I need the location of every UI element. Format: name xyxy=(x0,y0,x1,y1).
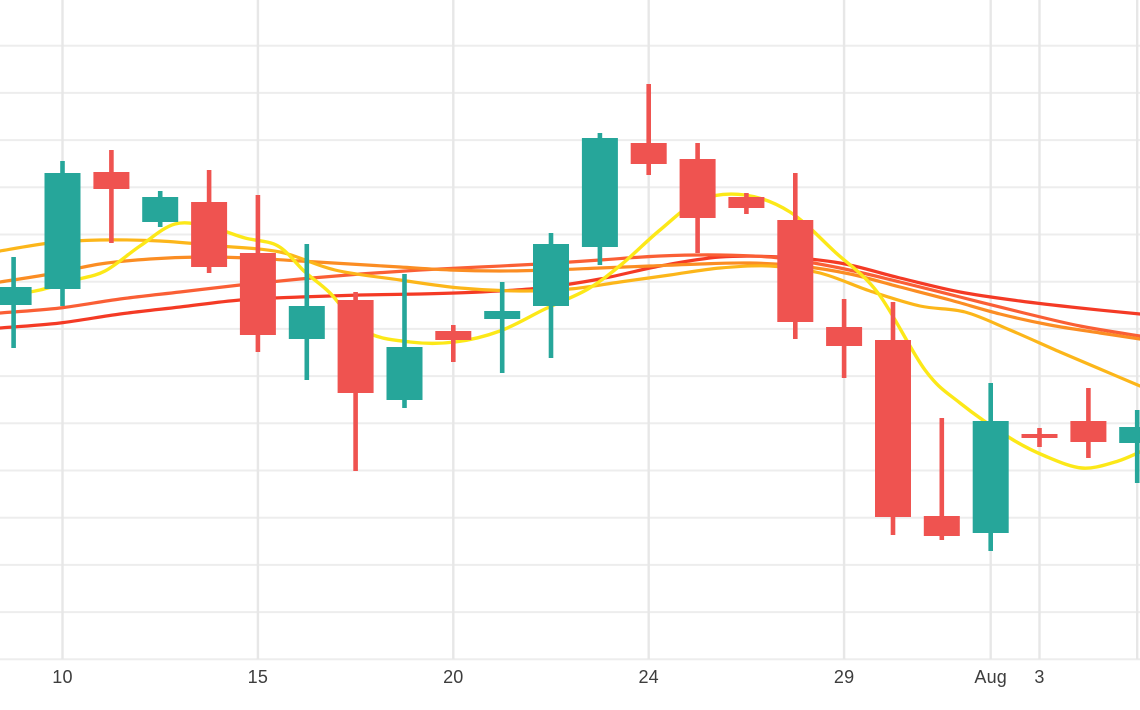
candle-body xyxy=(875,340,911,517)
candle-body xyxy=(386,347,423,400)
x-axis-tick-label-jul15: 15 xyxy=(247,667,269,687)
candle-body xyxy=(1119,427,1140,443)
x-axis-tick-label-jul24: 24 xyxy=(638,667,659,687)
candle-body xyxy=(44,173,81,289)
ma-yellow-line xyxy=(0,192,1140,470)
candle-wick xyxy=(1134,410,1140,483)
candle-wick xyxy=(646,84,651,175)
candle-wick xyxy=(402,274,407,408)
candle-body xyxy=(337,300,374,393)
candle-body xyxy=(679,159,716,218)
candle-body xyxy=(1021,434,1058,438)
candle-body xyxy=(728,197,765,208)
ma-deep-orange-line xyxy=(0,253,1140,338)
candle-body xyxy=(142,197,179,222)
candle-body xyxy=(484,311,521,319)
candle-wick xyxy=(939,418,945,540)
candle-body xyxy=(826,327,863,346)
candle-body xyxy=(191,202,228,267)
x-axis-tick-label-jul10: 10 xyxy=(52,667,73,687)
candle-body xyxy=(777,220,814,322)
candle-body xyxy=(288,306,325,339)
x-axis-tick-label-jul29: 29 xyxy=(833,667,855,687)
candle-body xyxy=(630,143,667,164)
candle-body xyxy=(533,244,569,306)
x-axis-tick-label-aug3: 3 xyxy=(1034,667,1045,687)
candle-body xyxy=(93,172,130,189)
candle-body xyxy=(435,331,472,340)
candle-wick xyxy=(451,325,456,362)
x-axis-tick-label-aug: Aug xyxy=(974,667,1008,687)
x-axis-tick-label-jul20: 20 xyxy=(443,667,464,687)
candle-wick xyxy=(499,282,505,373)
candle-body xyxy=(0,287,32,305)
candle-wick xyxy=(109,150,114,243)
candle-body xyxy=(239,253,276,335)
candle-body xyxy=(1070,421,1107,442)
candle-body xyxy=(972,421,1009,533)
candle-body xyxy=(581,138,618,247)
ma-red-line xyxy=(0,254,1140,330)
candle-body xyxy=(923,516,960,536)
